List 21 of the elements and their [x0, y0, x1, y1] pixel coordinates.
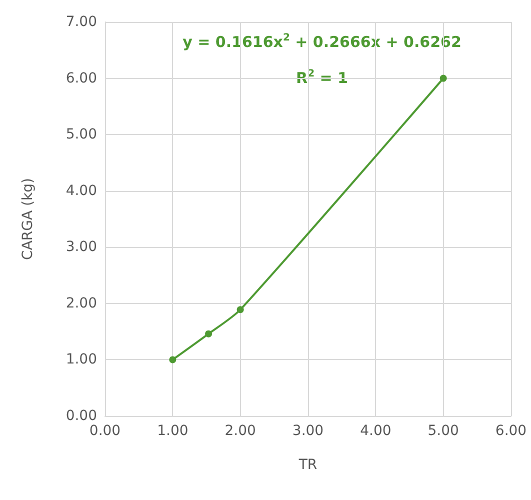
x-tick-label: 2.00 [224, 423, 256, 439]
point [440, 74, 447, 82]
y-tick-label: 7.00 [66, 14, 97, 30]
y-axis-title: CARGA (kg) [20, 178, 36, 260]
y-tick-label: 0.00 [66, 408, 97, 424]
point [169, 356, 176, 364]
x-tick-label: 6.00 [495, 423, 527, 439]
y-tick-label: 3.00 [66, 239, 97, 256]
y-tick-label: 1.00 [66, 352, 97, 368]
x-tick-label: 5.00 [428, 423, 459, 439]
point [205, 330, 212, 338]
x-tick-label: 3.00 [292, 423, 324, 439]
y-tick-label: 5.00 [66, 126, 97, 143]
x-tick-label: 1.00 [157, 423, 188, 439]
y-tick-label: 2.00 [66, 295, 97, 312]
y-tick-label: 4.00 [66, 182, 97, 199]
x-axis-title: TR [298, 457, 318, 473]
x-tick-label: 4.00 [360, 423, 392, 439]
point [236, 306, 244, 314]
x-tick-label: 0.00 [89, 423, 121, 439]
y-tick-label: 6.00 [66, 70, 97, 86]
